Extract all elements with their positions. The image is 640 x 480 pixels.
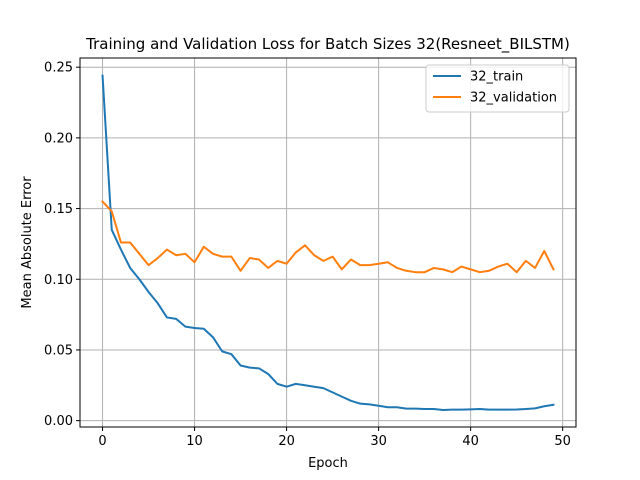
grid	[80, 58, 576, 427]
y-tick-label: 0.20	[44, 131, 73, 146]
series-lines	[101, 74, 555, 412]
y-axis-ticks: 0.00 0.05 0.10 0.15 0.20 0.25	[44, 61, 80, 429]
legend: 32_train 32_validation	[425, 64, 570, 113]
legend-box	[425, 64, 570, 113]
x-tick-label: 50	[554, 434, 571, 449]
x-axis-ticks: 0 10 20 30 40 50	[98, 427, 571, 449]
x-tick-label: 10	[186, 434, 203, 449]
x-tick-label: 20	[278, 434, 295, 449]
x-axis-label: Epoch	[308, 456, 348, 471]
y-axis-label: Mean Absolute Error	[20, 176, 35, 309]
y-tick-label: 0.10	[44, 273, 73, 288]
y-tick-label: 0.00	[44, 414, 73, 429]
x-tick-label: 0	[98, 434, 106, 449]
plot-frame	[79, 57, 577, 428]
chart-title: Training and Validation Loss for Batch S…	[85, 35, 570, 54]
y-tick-label: 0.15	[44, 202, 73, 217]
legend-label-32-train: 32_train	[470, 70, 523, 85]
series-line-32-validation	[101, 200, 555, 274]
x-tick-label: 30	[370, 434, 387, 449]
y-tick-label: 0.05	[44, 343, 73, 358]
y-tick-label: 0.25	[44, 61, 73, 76]
legend-label-32-validation: 32_validation	[470, 91, 557, 106]
series-line-32-train	[101, 74, 555, 412]
x-tick-label: 40	[462, 434, 479, 449]
